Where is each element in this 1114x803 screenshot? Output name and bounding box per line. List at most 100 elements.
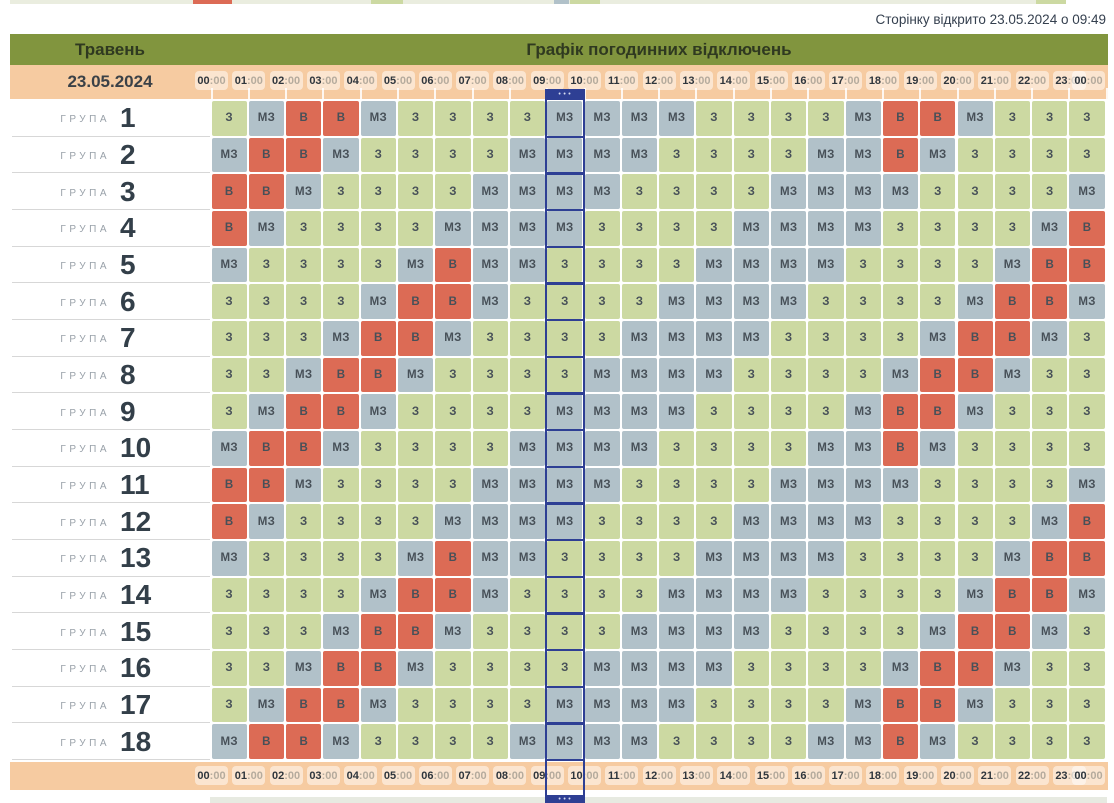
hour-label-hour: 21 xyxy=(980,769,993,782)
schedule-cell: З xyxy=(845,284,881,320)
marker-row-line xyxy=(544,612,585,615)
schedule-cell: МЗ xyxy=(584,687,620,723)
hour-label: 03:00 xyxy=(306,766,340,785)
schedule-cell: З xyxy=(584,211,620,246)
schedule-cell: З xyxy=(1069,687,1105,723)
schedule-cell: З xyxy=(808,577,844,613)
schedule-cell: МЗ xyxy=(472,284,508,320)
schedule-cell: В xyxy=(882,394,919,430)
hour-label-minutes: :00 xyxy=(246,74,263,87)
hour-label: 14:00 xyxy=(717,71,751,90)
schedule-cell: З xyxy=(882,284,919,320)
schedule-cell: З xyxy=(1032,687,1068,723)
schedule-cell: В xyxy=(882,137,919,173)
schedule-cell: МЗ xyxy=(211,247,247,283)
schedule-cell: З xyxy=(920,284,956,320)
schedule-cell: МЗ xyxy=(1032,504,1068,540)
schedule-cell: В xyxy=(286,724,322,760)
group-number: 1 xyxy=(120,102,136,134)
schedule-cell: МЗ xyxy=(882,174,919,210)
next-table-edge xyxy=(210,797,1107,803)
schedule-cell: З xyxy=(435,394,471,430)
schedule-cell: МЗ xyxy=(509,504,546,540)
schedule-cell: МЗ xyxy=(659,101,695,136)
group-word: ГРУПА xyxy=(60,261,110,273)
schedule-cell: З xyxy=(286,321,322,356)
hour-tick xyxy=(247,88,250,99)
hour-tick xyxy=(919,88,922,99)
hour-label-hour: 15 xyxy=(756,74,770,87)
schedule-cell: В xyxy=(398,284,434,320)
schedule-cell: МЗ xyxy=(360,284,396,320)
schedule-cell: З xyxy=(509,284,546,320)
schedule-cell: В xyxy=(211,504,247,540)
group-number: 17 xyxy=(120,689,152,721)
hour-label-hour: 16 xyxy=(794,74,807,87)
schedule-cell: З xyxy=(286,247,322,283)
hour-label: 12:00 xyxy=(642,71,676,90)
schedule-cell: З xyxy=(808,284,844,320)
schedule-cell: З xyxy=(882,247,919,283)
schedule-cell: З xyxy=(696,101,732,136)
hour-label: 16:00 xyxy=(791,71,825,90)
schedule-cell: В xyxy=(248,724,285,760)
hour-label-hour: 18 xyxy=(868,74,882,87)
group-row-label: ГРУПА 12 xyxy=(12,504,210,541)
hour-label: 17:00 xyxy=(829,71,863,90)
schedule-cell: В xyxy=(211,174,247,210)
hour-tick xyxy=(620,88,623,99)
schedule-cell: В xyxy=(994,321,1031,356)
hours-bar-bottom: 00:00 01:00 02:00 03:00 04:00 05:00 06:00 07:00… xyxy=(10,762,1108,790)
schedule-cell: З xyxy=(771,321,807,356)
schedule-cell: З xyxy=(659,247,695,283)
schedule-cell: МЗ xyxy=(957,284,993,320)
hour-label-hour: 11 xyxy=(608,74,620,87)
schedule-cell: МЗ xyxy=(845,431,881,466)
hour-label-minutes: :00 xyxy=(806,769,823,782)
hour-label: 02:00 xyxy=(269,71,303,90)
schedule-cell: МЗ xyxy=(211,724,247,760)
schedule-cell: МЗ xyxy=(398,357,434,393)
schedule-cell: МЗ xyxy=(248,687,285,723)
schedule-cell: З xyxy=(398,211,434,246)
hour-label-hour: 12 xyxy=(645,74,658,87)
schedule-cell: МЗ xyxy=(360,394,396,430)
schedule-cell: З xyxy=(994,211,1031,246)
schedule-cell: З xyxy=(994,467,1031,503)
schedule-cell: З xyxy=(845,247,881,283)
schedule-cell: В xyxy=(1069,541,1105,576)
marker-row-line xyxy=(544,502,585,505)
schedule-cell: З xyxy=(360,174,396,210)
schedule-cell: МЗ xyxy=(248,504,285,540)
hour-label: 16:00 xyxy=(791,766,825,785)
schedule-cell: В xyxy=(211,467,247,503)
schedule-cell: З xyxy=(659,467,695,503)
schedule-cell: З xyxy=(360,467,396,503)
schedule-cell: МЗ xyxy=(360,687,396,723)
schedule-cell: З xyxy=(584,321,620,356)
table-edge-segment xyxy=(371,0,403,4)
hour-label: 08:00 xyxy=(493,766,527,785)
schedule-cell: З xyxy=(696,137,732,173)
schedule-cell: З xyxy=(547,541,583,576)
hour-label: 13:00 xyxy=(679,766,713,785)
schedule-cell: МЗ xyxy=(733,504,769,540)
group-number: 10 xyxy=(120,432,152,464)
marker-row-line xyxy=(544,575,585,578)
schedule-cell: З xyxy=(248,541,285,576)
schedule-cell: З xyxy=(621,467,658,503)
marker-row-line xyxy=(544,245,585,248)
schedule-cell: В xyxy=(248,174,285,210)
hour-tick xyxy=(359,88,362,99)
schedule-cell: МЗ xyxy=(845,504,881,540)
hour-label-minutes: :00 xyxy=(321,769,338,782)
hour-label-hour: 07 xyxy=(458,769,471,782)
schedule-cell: З xyxy=(211,321,247,356)
hour-label-minutes: :00 xyxy=(806,74,823,87)
marker-row-line xyxy=(544,428,585,432)
schedule-cell: МЗ xyxy=(808,724,844,760)
hour-label-minutes: :00 xyxy=(1030,769,1047,782)
group-word: ГРУПА xyxy=(60,151,110,163)
schedule-cell: МЗ xyxy=(323,431,359,466)
schedule-cell: З xyxy=(360,211,396,246)
